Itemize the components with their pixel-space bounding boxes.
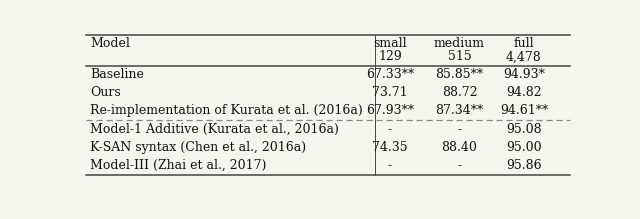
- Text: 88.40: 88.40: [442, 141, 477, 154]
- Text: 95.08: 95.08: [506, 123, 541, 136]
- Text: 87.34**: 87.34**: [435, 104, 484, 117]
- Text: -: -: [458, 123, 461, 136]
- Text: Model: Model: [90, 37, 130, 50]
- Text: 515: 515: [447, 50, 471, 63]
- Text: 95.86: 95.86: [506, 159, 541, 172]
- Text: 94.82: 94.82: [506, 86, 541, 99]
- Text: 94.61**: 94.61**: [500, 104, 548, 117]
- Text: 73.71: 73.71: [372, 86, 408, 99]
- Text: Model-1 Additive (Kurata et al., 2016a): Model-1 Additive (Kurata et al., 2016a): [90, 123, 339, 136]
- Text: 129: 129: [378, 50, 402, 63]
- Text: medium: medium: [434, 37, 485, 50]
- Text: small: small: [373, 37, 407, 50]
- Text: -: -: [458, 159, 461, 172]
- Text: full: full: [514, 37, 534, 50]
- Text: 85.85**: 85.85**: [435, 68, 483, 81]
- Text: Model-III (Zhai et al., 2017): Model-III (Zhai et al., 2017): [90, 159, 266, 172]
- Text: 74.35: 74.35: [372, 141, 408, 154]
- Text: 67.93**: 67.93**: [366, 104, 414, 117]
- Text: 88.72: 88.72: [442, 86, 477, 99]
- Text: -: -: [388, 123, 392, 136]
- Text: 4,478: 4,478: [506, 50, 542, 63]
- Text: 94.93*: 94.93*: [503, 68, 545, 81]
- Text: Re-implementation of Kurata et al. (2016a): Re-implementation of Kurata et al. (2016…: [90, 104, 363, 117]
- Text: Baseline: Baseline: [90, 68, 144, 81]
- Text: 95.00: 95.00: [506, 141, 541, 154]
- Text: K-SAN syntax (Chen et al., 2016a): K-SAN syntax (Chen et al., 2016a): [90, 141, 306, 154]
- Text: 67.33**: 67.33**: [366, 68, 414, 81]
- Text: Ours: Ours: [90, 86, 121, 99]
- Text: -: -: [388, 159, 392, 172]
